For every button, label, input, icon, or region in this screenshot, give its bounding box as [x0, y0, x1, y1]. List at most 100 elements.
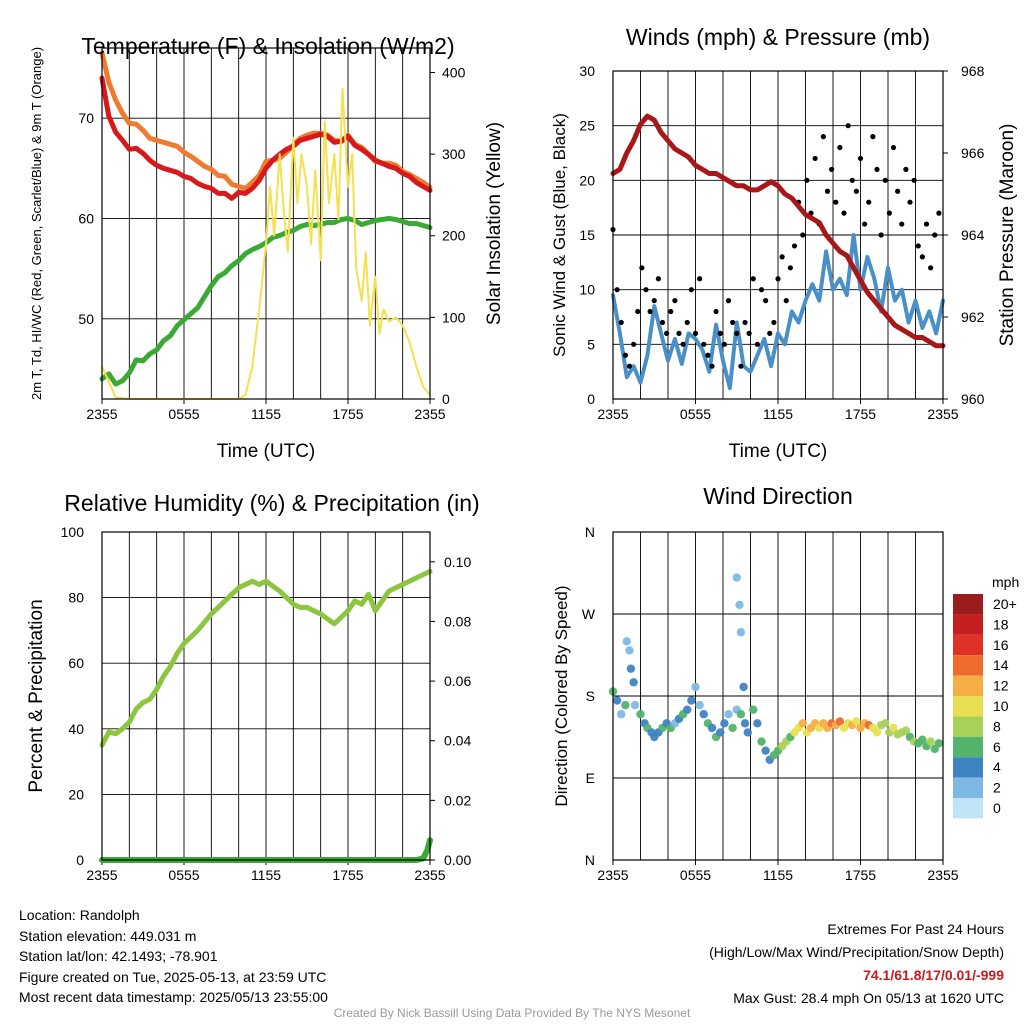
gust-point: [672, 298, 678, 304]
wind-direction-point: [753, 719, 762, 728]
gust-point: [705, 352, 711, 358]
y-tick-label-left: 70: [78, 110, 94, 126]
gust-point: [746, 330, 752, 336]
plot-frame: [101, 47, 431, 400]
gust-point: [750, 276, 756, 282]
gust-point: [833, 199, 839, 205]
gust-point: [738, 363, 744, 369]
wind-direction-point: [687, 696, 696, 705]
gust-point: [668, 308, 674, 315]
gust-point: [709, 363, 715, 369]
wind-direction-point: [872, 728, 882, 737]
x-tick-label: 2355: [597, 406, 628, 422]
y-tick-label-right: 400: [442, 64, 466, 80]
wind-direction-point: [622, 637, 631, 646]
wind-direction-point: [918, 735, 927, 744]
gust-point: [651, 298, 657, 304]
x-tick-label: 2355: [414, 867, 445, 883]
y-tick-label-left: 0: [76, 852, 84, 868]
gust-point: [659, 319, 666, 326]
wind-direction-point: [926, 737, 935, 746]
recent-data-text: Most recent data timestamp: 2025/05/13 2…: [19, 989, 328, 1005]
rh-series-line: [99, 568, 433, 748]
y-tick-label-right: 960: [961, 391, 985, 407]
y-tick-label-left: 10: [579, 282, 595, 298]
gust-point: [862, 221, 868, 227]
colorbar-label: 12: [993, 678, 1009, 694]
x-tick-label: 1755: [845, 406, 876, 422]
x-tick-label: 0555: [168, 406, 199, 422]
x-tick-label: 0555: [168, 867, 199, 883]
gust-point: [829, 166, 835, 172]
gust-point: [734, 330, 740, 336]
x-tick-label: 0555: [680, 867, 711, 883]
gust-point: [907, 199, 913, 205]
gust-point: [791, 243, 798, 249]
y-axis-label-right: Solar Insolation (Yellow): [484, 122, 505, 325]
colorbar-label: 8: [993, 718, 1001, 734]
y-tick-label-left: 0: [587, 391, 595, 407]
wind-direction-point: [749, 705, 758, 714]
extremes-title: Extremes For Past 24 Hours: [827, 921, 1004, 937]
extremes-legend: (High/Low/Max Wind/Precipitation/Snow De…: [709, 944, 1004, 960]
direction-tick-label: S: [586, 688, 595, 704]
wind-direction-point: [739, 682, 748, 692]
gust-point: [890, 144, 897, 151]
wind-direction-point: [743, 728, 752, 737]
y-tick-label-left: 15: [579, 227, 595, 243]
colorbar-label: 20+: [993, 596, 1017, 612]
wind-direction-point: [881, 719, 890, 728]
gust-point: [787, 265, 793, 271]
colorbar-label: 10: [993, 698, 1009, 714]
wind-direction-point: [617, 710, 626, 719]
y-tick-label-left: 50: [78, 311, 94, 327]
gust-point: [717, 330, 723, 336]
y-tick-label-right: 962: [961, 309, 985, 325]
gust-point: [845, 123, 851, 129]
y-tick-label-left: 60: [78, 210, 94, 226]
wind-direction-point: [736, 628, 746, 637]
gust-point: [783, 298, 789, 304]
plot-frame: [612, 70, 944, 400]
x-tick-label: 1755: [332, 867, 363, 883]
x-tick-label: 1755: [332, 406, 363, 422]
colorbar-label: 0: [993, 800, 1001, 816]
y-tick-label-right: 0.08: [444, 613, 471, 629]
colorbar-swatch: [953, 594, 983, 615]
x-tick-label: 2355: [414, 406, 445, 422]
x-tick-label: 2355: [86, 867, 117, 883]
gust-point: [730, 319, 736, 326]
y-tick-label-right: 964: [961, 227, 985, 243]
credit-text: Created By Nick Bassill Using Data Provi…: [333, 1006, 691, 1020]
colorbar-swatch: [953, 696, 983, 717]
y-tick-label-left: 60: [68, 655, 84, 671]
colorbar-label: 6: [993, 739, 1001, 755]
wind-direction-point: [889, 723, 898, 733]
gust-point: [853, 188, 859, 194]
gust-point: [804, 177, 810, 183]
gust-point: [870, 134, 876, 140]
wind-direction-point: [835, 717, 845, 726]
wind-direction-point: [621, 700, 630, 710]
gust-point: [767, 330, 773, 336]
wind-direction-point: [852, 717, 861, 726]
y-axis-label-left: Percent & Precipitation: [26, 599, 47, 792]
chart-title: Wind Direction: [703, 483, 853, 509]
gust-point: [820, 134, 826, 140]
plot-frame: [101, 531, 431, 861]
y-tick-label-right: 0.02: [444, 792, 471, 808]
colorbar-label: 4: [993, 759, 1001, 775]
wind-direction-point: [683, 705, 692, 714]
wind-direction-point: [691, 682, 700, 692]
pressure-series-line: [610, 113, 946, 349]
wind-direction-point: [732, 573, 741, 582]
gust-point: [841, 210, 847, 216]
y-tick-label-left: 25: [579, 118, 595, 134]
gust-point: [915, 243, 921, 249]
colorbar-swatch: [953, 716, 983, 737]
x-axis-label: Time (UTC): [217, 441, 316, 462]
x-tick-label: 2355: [597, 867, 628, 883]
wind-direction-point: [740, 719, 750, 728]
wind-direction-point: [724, 710, 733, 719]
gust-point: [721, 341, 727, 347]
